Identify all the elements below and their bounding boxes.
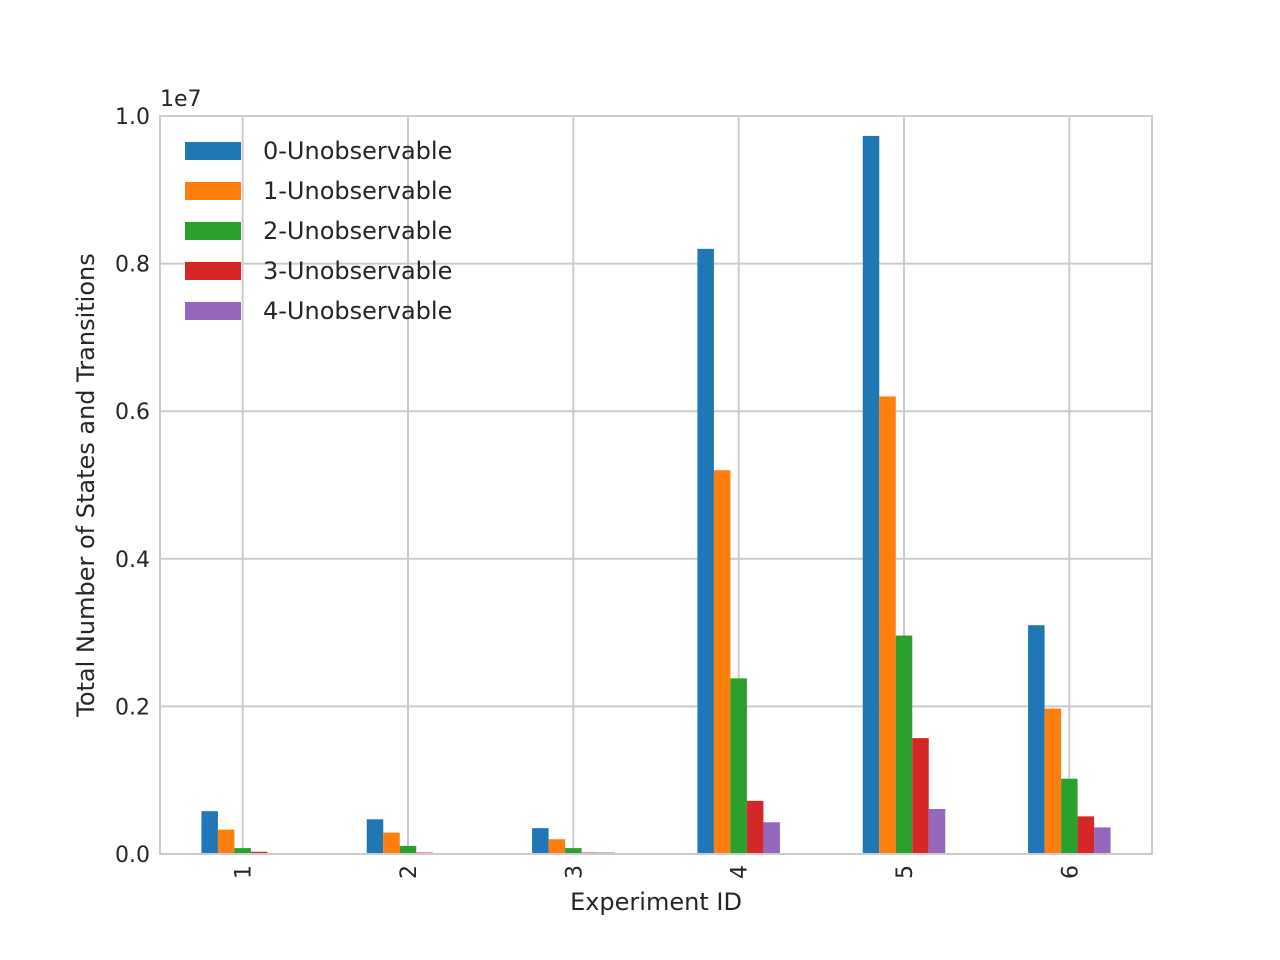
bar: [730, 678, 747, 854]
bar: [895, 635, 913, 854]
legend-label: 0-Unobservable: [263, 137, 452, 165]
bar: [383, 832, 400, 854]
bar: [763, 822, 780, 854]
bar: [1077, 816, 1095, 854]
bar: [565, 848, 582, 854]
bars: [201, 135, 1111, 855]
bar: [912, 738, 929, 854]
y-axis-ticks: 0.0 0.2 0.4 0.6 0.8 1.0: [115, 105, 150, 868]
legend-label: 1-Unobservable: [263, 177, 452, 205]
bar: [532, 828, 549, 854]
y-axis-title: Total Number of States and Transitions: [72, 253, 100, 718]
plot-frame: [159, 115, 1153, 855]
bar: [366, 819, 384, 854]
legend-swatch: [185, 222, 241, 240]
bar: [862, 135, 880, 854]
bar: [1061, 778, 1078, 854]
y-tick-label: 0.4: [115, 548, 150, 573]
legend-label: 4-Unobservable: [263, 297, 452, 325]
bar: [713, 470, 731, 854]
legend-label: 3-Unobservable: [263, 257, 452, 285]
bar: [879, 396, 896, 854]
x-tick-label: 5: [893, 865, 918, 879]
legend-swatch: [185, 182, 241, 200]
bar: [1028, 625, 1045, 854]
legend-swatch: [185, 302, 241, 320]
x-tick-label: 4: [728, 865, 753, 879]
x-tick-label: 6: [1058, 865, 1083, 879]
legend-swatch: [185, 262, 241, 280]
bar: [217, 829, 235, 854]
bar: [697, 248, 714, 855]
y-tick-label: 0.0: [115, 843, 150, 868]
bar: [201, 811, 218, 854]
x-axis-title: Experiment ID: [570, 888, 742, 916]
x-tick-label: 3: [562, 865, 587, 879]
y-tick-label: 0.2: [115, 695, 150, 720]
y-tick-label: 1.0: [115, 105, 150, 130]
bar: [234, 848, 251, 854]
bar: [746, 800, 764, 854]
bar: [250, 851, 268, 854]
bar: [928, 808, 946, 854]
bar: [1044, 708, 1062, 854]
bar: [548, 839, 566, 854]
legend-swatch: [185, 142, 241, 160]
y-tick-label: 0.8: [115, 253, 150, 278]
x-axis-ticks: 1 2 3 4 5 6: [232, 865, 1084, 879]
x-tick-label: 1: [232, 865, 257, 879]
legend: 0-Unobservable 1-Unobservable 2-Unobservab…: [185, 137, 452, 325]
y-tick-label: 0.6: [115, 400, 150, 425]
bar: [1094, 827, 1111, 854]
y-offset-label: 1e7: [160, 87, 202, 112]
bar: [399, 845, 417, 854]
legend-label: 2-Unobservable: [263, 217, 452, 245]
plot-area: [160, 116, 1152, 854]
x-tick-label: 2: [397, 865, 422, 879]
